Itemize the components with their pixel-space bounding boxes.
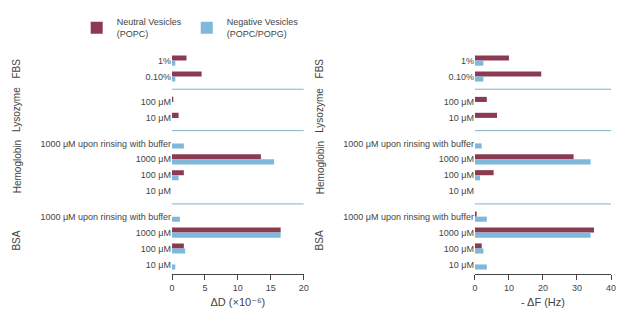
svg-text:Neutral Vesicles(POPC): Neutral Vesicles(POPC) bbox=[117, 17, 182, 39]
svg-text:Lysozyme: Lysozyme bbox=[314, 88, 325, 133]
svg-text:FBS: FBS bbox=[314, 59, 325, 79]
svg-text:20: 20 bbox=[538, 283, 548, 293]
svg-text:1000 μM: 1000 μM bbox=[439, 228, 474, 238]
svg-text:0: 0 bbox=[169, 283, 174, 293]
svg-text:ΔD (×10⁻⁶): ΔD (×10⁻⁶) bbox=[211, 296, 266, 308]
svg-text:10 μM: 10 μM bbox=[449, 260, 474, 270]
svg-text:1000 μM upon rinsing with buff: 1000 μM upon rinsing with buffer bbox=[343, 139, 474, 149]
svg-text:10: 10 bbox=[504, 283, 514, 293]
svg-text:5: 5 bbox=[202, 283, 207, 293]
svg-text:1000 μM: 1000 μM bbox=[136, 154, 171, 164]
svg-text:Hemoglobin: Hemoglobin bbox=[12, 140, 23, 193]
svg-text:1000 μM upon rinsing with buff: 1000 μM upon rinsing with buffer bbox=[40, 212, 171, 222]
svg-text:10 μM: 10 μM bbox=[449, 186, 474, 196]
svg-text:10 μM: 10 μM bbox=[146, 186, 171, 196]
svg-text:100 μM: 100 μM bbox=[141, 170, 171, 180]
svg-text:- ΔF (Hz): - ΔF (Hz) bbox=[521, 296, 565, 308]
svg-text:1%: 1% bbox=[461, 56, 474, 66]
svg-text:1000 μM: 1000 μM bbox=[136, 228, 171, 238]
svg-text:100 μM: 100 μM bbox=[444, 97, 474, 107]
svg-text:20: 20 bbox=[299, 283, 309, 293]
svg-text:100 μM: 100 μM bbox=[444, 244, 474, 254]
svg-text:Hemoglobin: Hemoglobin bbox=[315, 141, 326, 194]
svg-text:0: 0 bbox=[472, 283, 477, 293]
svg-text:1000 μM upon rinsing with buff: 1000 μM upon rinsing with buffer bbox=[40, 139, 171, 149]
svg-text:BSA: BSA bbox=[11, 230, 22, 250]
svg-text:1%: 1% bbox=[158, 56, 171, 66]
svg-text:FBS: FBS bbox=[11, 59, 22, 79]
svg-text:1000 μM upon rinsing with buff: 1000 μM upon rinsing with buffer bbox=[343, 212, 474, 222]
svg-text:10 μM: 10 μM bbox=[146, 260, 171, 270]
svg-text:1000 μM: 1000 μM bbox=[439, 154, 474, 164]
svg-text:30: 30 bbox=[572, 283, 582, 293]
svg-text:100 μM: 100 μM bbox=[141, 244, 171, 254]
svg-text:0.10%: 0.10% bbox=[448, 72, 474, 82]
svg-text:BSA: BSA bbox=[314, 230, 325, 250]
svg-text:40: 40 bbox=[606, 283, 616, 293]
svg-text:100 μM: 100 μM bbox=[444, 170, 474, 180]
svg-text:Negative Vesicles(POPC/POPG): Negative Vesicles(POPC/POPG) bbox=[227, 17, 299, 39]
svg-text:10: 10 bbox=[233, 283, 243, 293]
svg-text:10 μM: 10 μM bbox=[146, 113, 171, 123]
svg-text:10 μM: 10 μM bbox=[449, 113, 474, 123]
svg-text:100 μM: 100 μM bbox=[141, 97, 171, 107]
svg-text:15: 15 bbox=[266, 283, 276, 293]
svg-text:0.10%: 0.10% bbox=[145, 72, 171, 82]
svg-text:Lysozyme: Lysozyme bbox=[11, 87, 22, 132]
